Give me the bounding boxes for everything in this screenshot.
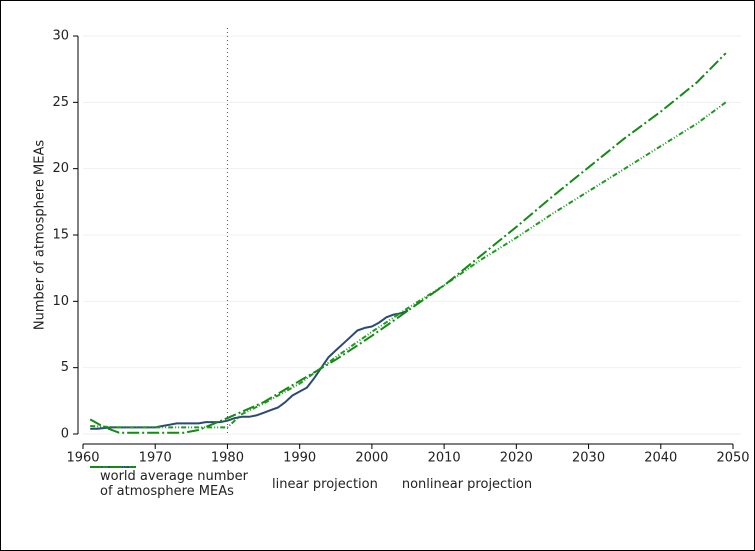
series-line — [89, 52, 727, 434]
y-tick-label: 5 — [61, 360, 69, 375]
y-tick-label: 30 — [52, 29, 69, 44]
series-line — [90, 309, 409, 430]
legend-label: linear projection — [272, 476, 378, 492]
y-tick-label: 25 — [52, 95, 69, 110]
x-tick-label: 2050 — [716, 451, 749, 466]
y-tick-label: 15 — [52, 228, 69, 243]
x-tick-label: 2000 — [355, 451, 388, 466]
y-tick-label: 10 — [52, 294, 69, 309]
x-tick-label: 2020 — [500, 451, 533, 466]
x-tick-label: 1960 — [66, 451, 99, 466]
x-tick-label: 1990 — [283, 451, 316, 466]
legend-label: nonlinear projection — [401, 476, 533, 492]
series-line — [90, 101, 727, 429]
x-tick-label: 1970 — [139, 451, 172, 466]
x-tick-label: 2010 — [428, 451, 461, 466]
x-tick-label: 2030 — [572, 451, 605, 466]
y-tick-label: 20 — [52, 161, 69, 176]
legend-item: world average number of atmosphere MEAs — [90, 462, 248, 506]
y-axis-label: Number of atmosphere MEAs — [33, 140, 48, 330]
y-tick-label: 0 — [61, 427, 69, 442]
x-tick-label: 1980 — [211, 451, 244, 466]
legend-swatch — [90, 466, 136, 468]
legend-label: world average number of atmosphere MEAs — [100, 469, 249, 499]
x-tick-label: 2040 — [644, 451, 677, 466]
legend-item: nonlinear projection — [90, 462, 533, 506]
legend: world average number of atmosphere MEAs l… — [90, 462, 750, 542]
legend-item: linear projection — [90, 462, 378, 506]
